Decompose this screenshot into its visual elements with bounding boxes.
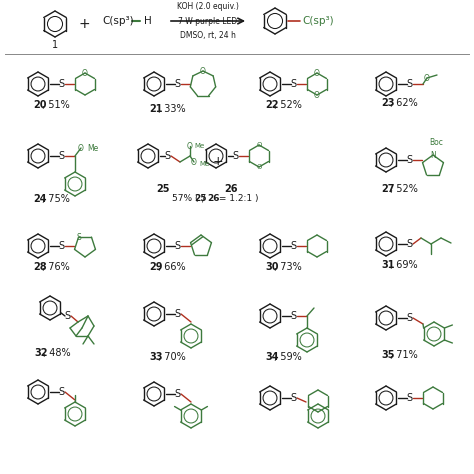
Text: S: S	[164, 151, 170, 161]
Text: , 62%: , 62%	[390, 98, 418, 108]
Text: S: S	[406, 79, 412, 89]
Text: N: N	[430, 151, 436, 159]
Text: S: S	[232, 151, 238, 161]
Text: 26: 26	[224, 184, 238, 194]
Text: 27: 27	[381, 184, 394, 194]
Text: 33: 33	[149, 352, 163, 362]
Text: S: S	[290, 393, 296, 403]
Text: , 73%: , 73%	[274, 262, 302, 272]
Text: 29: 29	[149, 262, 163, 272]
Text: O: O	[78, 144, 84, 153]
Text: S: S	[290, 241, 296, 251]
Text: = 1.2:1 ): = 1.2:1 )	[216, 194, 258, 203]
Text: 1: 1	[52, 40, 58, 50]
Text: , 51%: , 51%	[42, 100, 70, 110]
Text: 57% (: 57% (	[172, 194, 199, 203]
Text: H: H	[144, 16, 152, 26]
Text: O: O	[191, 157, 197, 166]
Text: Me: Me	[194, 143, 204, 149]
Text: S: S	[58, 387, 64, 397]
Text: Me: Me	[199, 161, 209, 167]
Text: S: S	[58, 79, 64, 89]
Text: , 59%: , 59%	[274, 352, 302, 362]
Text: O: O	[256, 164, 262, 170]
Text: S: S	[174, 389, 180, 399]
Text: , 70%: , 70%	[158, 352, 186, 362]
Text: S: S	[406, 239, 412, 249]
Text: , 69%: , 69%	[390, 260, 418, 270]
Text: KOH (2.0 equiv.): KOH (2.0 equiv.)	[177, 2, 239, 11]
Text: 24: 24	[33, 194, 46, 204]
Text: O: O	[200, 66, 206, 75]
Text: S: S	[64, 311, 70, 321]
Text: +: +	[78, 17, 90, 31]
Text: 30: 30	[265, 262, 279, 272]
Text: , 71%: , 71%	[390, 350, 418, 360]
Text: S: S	[406, 393, 412, 403]
Text: 28: 28	[33, 262, 46, 272]
Text: 23: 23	[381, 98, 394, 108]
Text: S: S	[76, 233, 81, 242]
Text: 35: 35	[381, 350, 394, 360]
Text: C(sp³): C(sp³)	[102, 16, 134, 26]
Text: , 52%: , 52%	[274, 100, 302, 110]
Text: O: O	[424, 73, 430, 82]
Text: Boc: Boc	[429, 138, 443, 147]
Text: , 75%: , 75%	[42, 194, 70, 204]
Text: S: S	[290, 79, 296, 89]
Text: , 76%: , 76%	[42, 262, 70, 272]
Text: S: S	[174, 309, 180, 319]
Text: O: O	[256, 142, 262, 148]
Text: S: S	[58, 241, 64, 251]
Text: DMSO, rt, 24 h: DMSO, rt, 24 h	[180, 31, 236, 40]
Text: 21: 21	[149, 104, 163, 114]
Text: S: S	[406, 155, 412, 165]
Text: 7 W purple LED: 7 W purple LED	[178, 17, 237, 26]
Text: O: O	[314, 69, 320, 78]
Text: 25: 25	[156, 184, 170, 194]
Text: O: O	[187, 142, 193, 151]
Text: S: S	[58, 151, 64, 161]
Text: Me: Me	[87, 144, 98, 153]
Text: 32: 32	[34, 348, 47, 358]
Text: S: S	[174, 79, 180, 89]
Text: /: /	[202, 194, 205, 203]
Text: , 66%: , 66%	[158, 262, 186, 272]
Text: C(sp³): C(sp³)	[302, 16, 334, 26]
Text: , 52%: , 52%	[390, 184, 418, 194]
Text: 25: 25	[194, 194, 207, 203]
Text: 26: 26	[207, 194, 219, 203]
Text: , 48%: , 48%	[43, 348, 71, 358]
Text: O: O	[314, 91, 320, 100]
Text: 22: 22	[265, 100, 279, 110]
Text: 20: 20	[33, 100, 46, 110]
Text: , 33%: , 33%	[158, 104, 186, 114]
Text: S: S	[174, 241, 180, 251]
Text: +: +	[213, 155, 223, 167]
Text: S: S	[290, 311, 296, 321]
Text: 34: 34	[265, 352, 279, 362]
Text: 31: 31	[381, 260, 394, 270]
Text: O: O	[82, 69, 88, 78]
Text: S: S	[406, 313, 412, 323]
